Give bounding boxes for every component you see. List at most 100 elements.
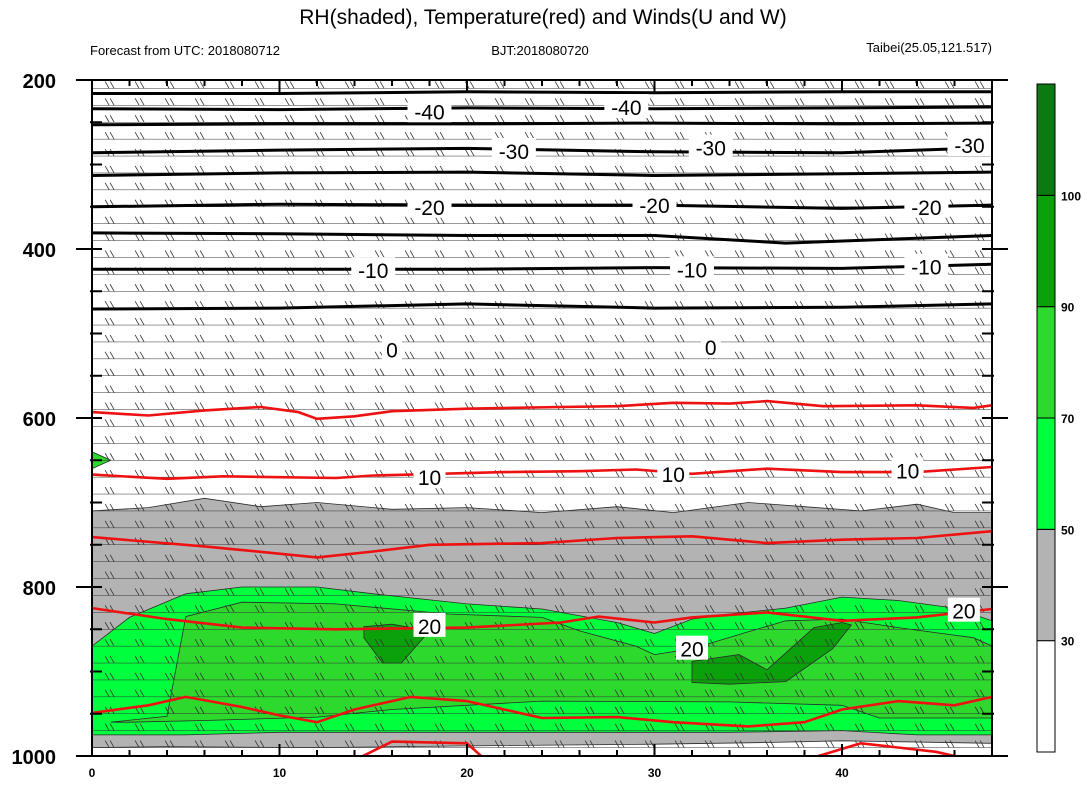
wind-barb [104,334,110,343]
wind-barb [349,81,355,89]
wind-barb [734,706,740,714]
wind-barb [979,115,985,123]
wind-barb [584,453,590,461]
wind-barb [734,436,740,444]
wind-barb [224,351,230,360]
wind-barb [194,638,200,647]
wind-barb [254,385,260,393]
wind-barb [164,486,170,495]
wind-barb [674,520,680,529]
wind-barb [799,385,805,393]
wind-barb [259,486,265,495]
wind-barb [649,638,655,647]
wind-barb [134,216,140,224]
wind-barb [584,216,590,224]
wind-barb [884,351,890,360]
wind-barb [194,453,200,461]
wind-barb [764,385,770,393]
wind-barb [859,605,865,613]
wind-barb [644,131,650,140]
wind-barb [824,131,830,140]
wind-barb [319,182,325,191]
wind-barb [679,588,685,596]
wind-barb [109,131,115,140]
wind-barb [134,436,140,444]
wind-barb [289,81,295,89]
wind-barb [739,588,745,596]
wind-barb [254,131,260,140]
wind-barb [469,250,475,258]
wind-barb [614,216,620,224]
wind-barb [974,182,980,191]
wind-barb [949,706,955,714]
wind-barb [374,588,380,596]
wind-barb [254,368,260,376]
wind-barb [979,284,985,292]
wind-barb [344,723,350,731]
wind-barb [589,81,595,89]
wind-barb [829,182,835,191]
wind-barb [979,182,985,191]
wind-barb [979,267,985,275]
wind-barb [259,588,265,596]
wind-barb [979,453,985,461]
wind-barb [764,740,770,748]
wind-barb [794,385,800,393]
wind-barb [164,655,170,664]
wind-barb [259,81,265,89]
wind-barb [434,689,440,698]
wind-barb [499,419,505,427]
wind-barb [884,672,890,681]
wind-barb [884,284,890,292]
wind-barb [769,216,775,224]
wind-barb [224,131,230,140]
wind-barb [349,98,355,106]
wind-barb [824,672,830,681]
wind-barb [949,317,955,326]
wind-barb [949,453,955,461]
wind-barb [824,740,830,748]
wind-barb [554,81,560,89]
wind-barb [824,334,830,343]
wind-barb [104,588,110,596]
wind-barb [434,706,440,714]
wind-barb [914,655,920,664]
wind-barb [884,503,890,512]
wind-barb [164,571,170,579]
wind-barb [559,351,565,360]
wind-barb [679,571,685,579]
wind-barb [229,503,235,512]
wind-barb [319,419,325,427]
wind-barb [499,216,505,224]
wind-barb [104,131,110,140]
contour-label: 0 [386,340,398,363]
wind-barb [404,284,410,292]
wind-barb [949,520,955,529]
wind-barb [139,503,145,512]
wind-barb [734,115,740,123]
wind-barb [619,453,625,461]
wind-barb [409,351,415,360]
wind-barb [739,115,745,123]
wind-barb [194,520,200,529]
wind-barb [794,182,800,191]
wind-barb [169,131,175,140]
wind-barb [824,638,830,647]
chart-title: RH(shaded), Temperature(red) and Winds(U… [299,6,786,29]
wind-barb [499,81,505,89]
wind-barb [644,554,650,562]
wind-barb [139,638,145,647]
wind-barb [769,131,775,140]
wind-barb [169,689,175,698]
wind-barb [439,368,445,376]
wind-barb [554,98,560,106]
wind-barb [824,81,830,89]
wind-barb [614,317,620,326]
wind-barb [164,98,170,106]
wind-barb [619,554,625,562]
wind-barb [974,520,980,529]
wind-barb [554,554,560,562]
wind-barb [404,706,410,714]
wind-barb [224,284,230,292]
